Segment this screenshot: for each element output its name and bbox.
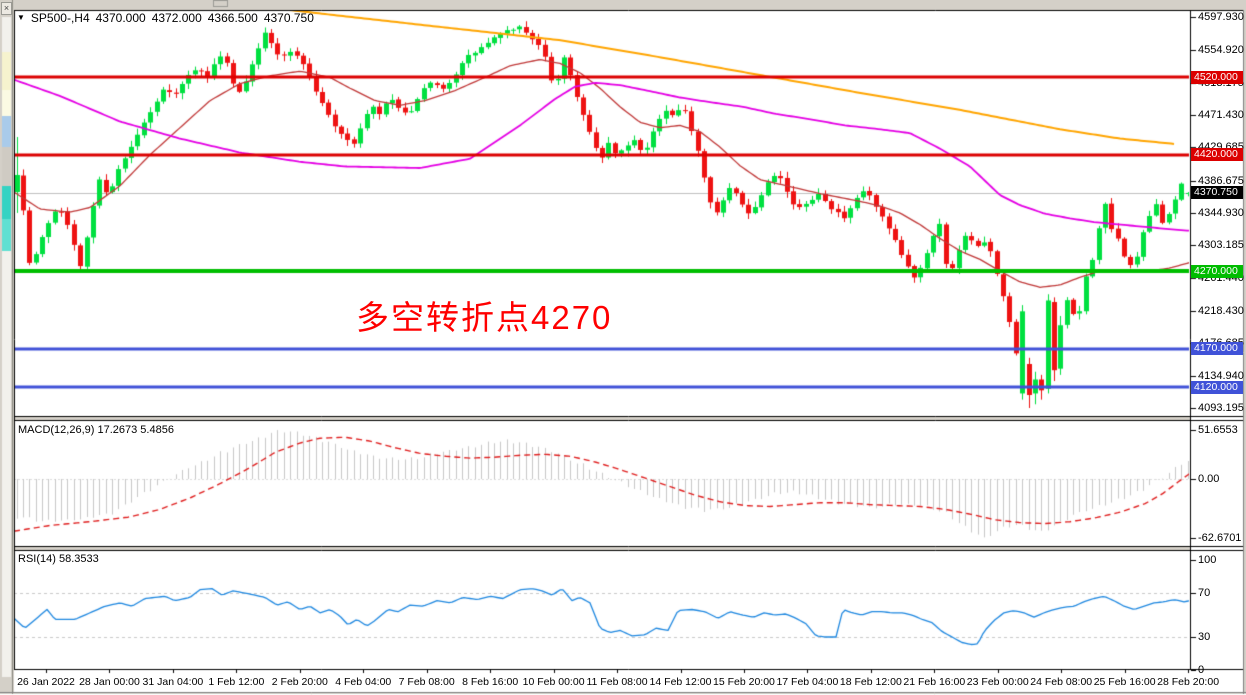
rsi-axis-label: 70 — [1198, 587, 1211, 599]
time-axis-label: 11 Feb 08:00 — [586, 676, 648, 688]
ohlc-high: 4372.000 — [151, 11, 202, 25]
time-axis-label: 23 Feb 00:00 — [966, 676, 1029, 688]
time-axis-label: 25 Feb 16:00 — [1093, 676, 1156, 688]
time-axis-label: 4 Feb 04:00 — [335, 676, 392, 688]
time-axis-label: 7 Feb 08:00 — [398, 676, 455, 688]
macd-indicator-label: MACD(12,26,9) 17.2673 5.4856 — [18, 424, 174, 436]
price-level-badge[interactable]: 4270.000 — [1191, 264, 1243, 278]
time-axis-label: 2 Feb 20:00 — [271, 676, 328, 688]
rsi-axis-label: 30 — [1198, 631, 1211, 643]
rsi-indicator-label: RSI(14) 58.3533 — [18, 553, 99, 565]
price-level-badge[interactable]: 4520.000 — [1191, 70, 1243, 84]
price-axis-label: 4134.940 — [1198, 369, 1244, 382]
time-axis-label: 10 Feb 00:00 — [522, 676, 585, 688]
price-axis-label: 4471.430 — [1198, 108, 1244, 121]
rsi-axis-label: 100 — [1198, 554, 1217, 566]
time-axis-label: 24 Feb 08:00 — [1030, 676, 1093, 688]
macd-axis-label: 0.00 — [1198, 473, 1220, 485]
close-icon[interactable]: × — [1, 2, 12, 15]
time-axis-label: 26 Jan 2022 — [17, 676, 75, 688]
macd-axis-label: 51.6553 — [1198, 424, 1238, 436]
time-axis-label: 14 Feb 12:00 — [649, 676, 712, 688]
time-axis-label: 28 Feb 20:00 — [1157, 676, 1220, 688]
rsi-axis-label: 0 — [1198, 664, 1205, 676]
time-axis-label: 21 Feb 16:00 — [903, 676, 966, 688]
time-axis-label: 1 Feb 12:00 — [208, 676, 265, 688]
time-axis-label: 8 Feb 16:00 — [462, 676, 519, 688]
symbol-timeframe-label: SP500-,H4 — [30, 11, 90, 25]
time-axis-label: 28 Jan 00:00 — [79, 676, 140, 688]
time-axis-label: 15 Feb 20:00 — [712, 676, 775, 688]
price-axis-label: 4218.430 — [1198, 304, 1244, 317]
ohlc-open: 4370.000 — [95, 11, 146, 25]
chart-dropdown-icon[interactable]: ▼ — [17, 13, 25, 22]
price-axis-label: 4597.930 — [1198, 11, 1244, 23]
price-axis-label: 4344.930 — [1198, 206, 1244, 219]
time-axis-label: 18 Feb 12:00 — [839, 676, 902, 688]
price-level-badge[interactable]: 4170.000 — [1191, 342, 1243, 355]
price-level-badge[interactable]: 4120.000 — [1191, 380, 1243, 394]
macd-axis-label: -62.6701 — [1198, 532, 1242, 545]
price-level-badge[interactable]: 4420.000 — [1191, 148, 1243, 162]
price-axis-label: 4554.920 — [1198, 44, 1244, 57]
price-axis-label: 4093.195 — [1198, 402, 1244, 414]
ohlc-low: 4366.500 — [207, 11, 258, 25]
price-axis-label: 4303.185 — [1198, 239, 1244, 252]
time-axis-label: 17 Feb 04:00 — [776, 676, 839, 688]
current-price-badge: 4370.750 — [1191, 186, 1243, 200]
time-axis-label: 31 Jan 04:00 — [142, 676, 204, 688]
price-axis-label: 4386.675 — [1198, 174, 1244, 187]
chart-title: ▼ SP500-,H4 4370.000 4372.000 4366.500 4… — [17, 11, 316, 25]
chart-annotation-text[interactable]: 多空转折点4270 — [356, 299, 613, 336]
ohlc-close: 4370.750 — [263, 11, 314, 25]
